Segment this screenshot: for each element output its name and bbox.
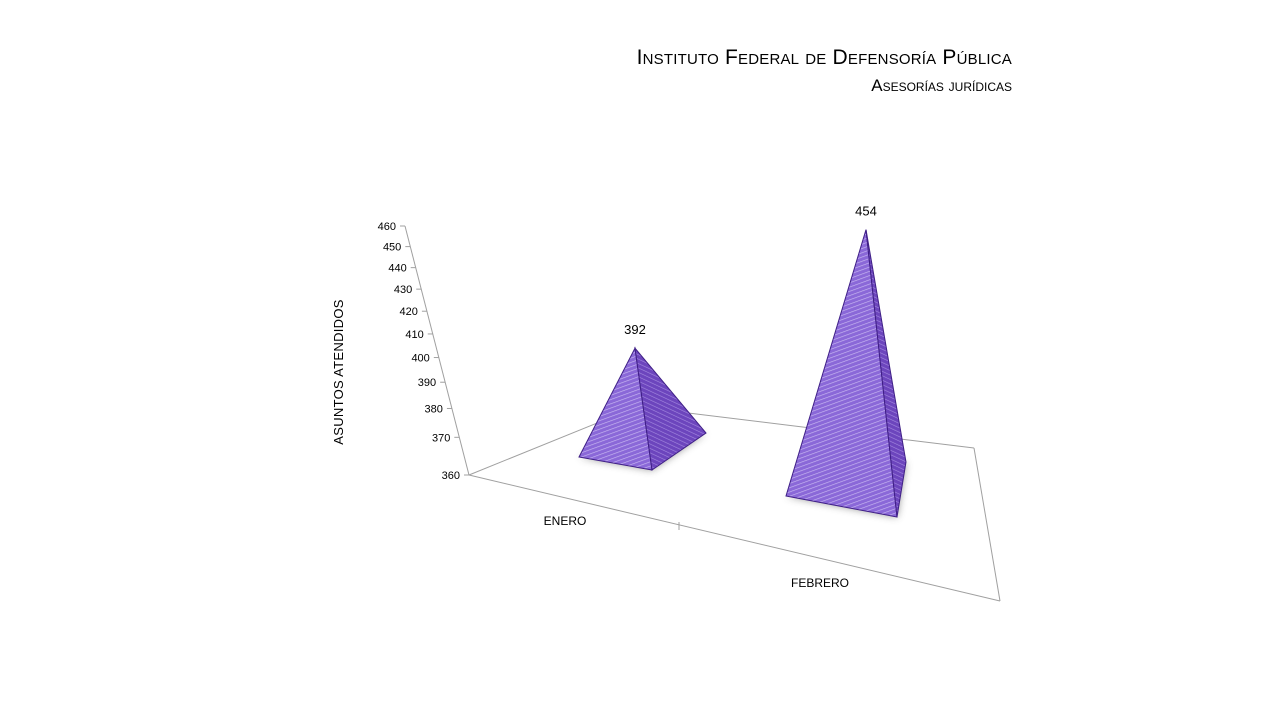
pyramid-febrero: 454 [785,204,907,518]
y-tick-label: 380 [425,403,443,415]
y-tick-label: 390 [418,377,436,389]
y-tick-label: 420 [400,306,418,318]
chart-marks: 392 454 [578,204,907,518]
y-tick-label: 460 [378,221,396,233]
y-tick-label: 400 [411,353,429,365]
chart-axes [404,225,1001,602]
x-axis-categories: ENERO FEBRERO [544,514,849,590]
y-tick-label: 370 [432,432,450,444]
pyramid-enero: 392 [578,322,707,471]
pyramid-right-face [634,346,707,471]
y-tick-label: 360 [442,470,460,482]
data-label: 454 [855,204,877,219]
y-tick-label: 410 [405,329,423,341]
chart-title-block: Instituto Federal de Defensoría Pública … [637,44,1012,98]
y-tick-label: 450 [383,242,401,254]
chart-subtitle: Asesorías jurídicas [871,76,1012,95]
y-tick-label: 430 [394,284,412,296]
y-axis-label: ASUNTOS ATENDIDOS [331,299,346,445]
chart-title: Instituto Federal de Defensoría Pública [636,46,1012,69]
pyramid-left-face [785,229,898,518]
floor-right-edge [973,447,1001,602]
y-axis-ticks: 360 370 380 390 400 410 420 430 440 450 460 [378,221,469,482]
x-category-label: ENERO [544,514,587,528]
pyramid-right-face [865,229,907,518]
y-tick-label: 440 [388,263,406,275]
chart-floor [468,403,1001,602]
data-label: 392 [624,322,646,337]
x-category-label: FEBRERO [791,576,849,590]
x-axis-line [468,474,1001,602]
